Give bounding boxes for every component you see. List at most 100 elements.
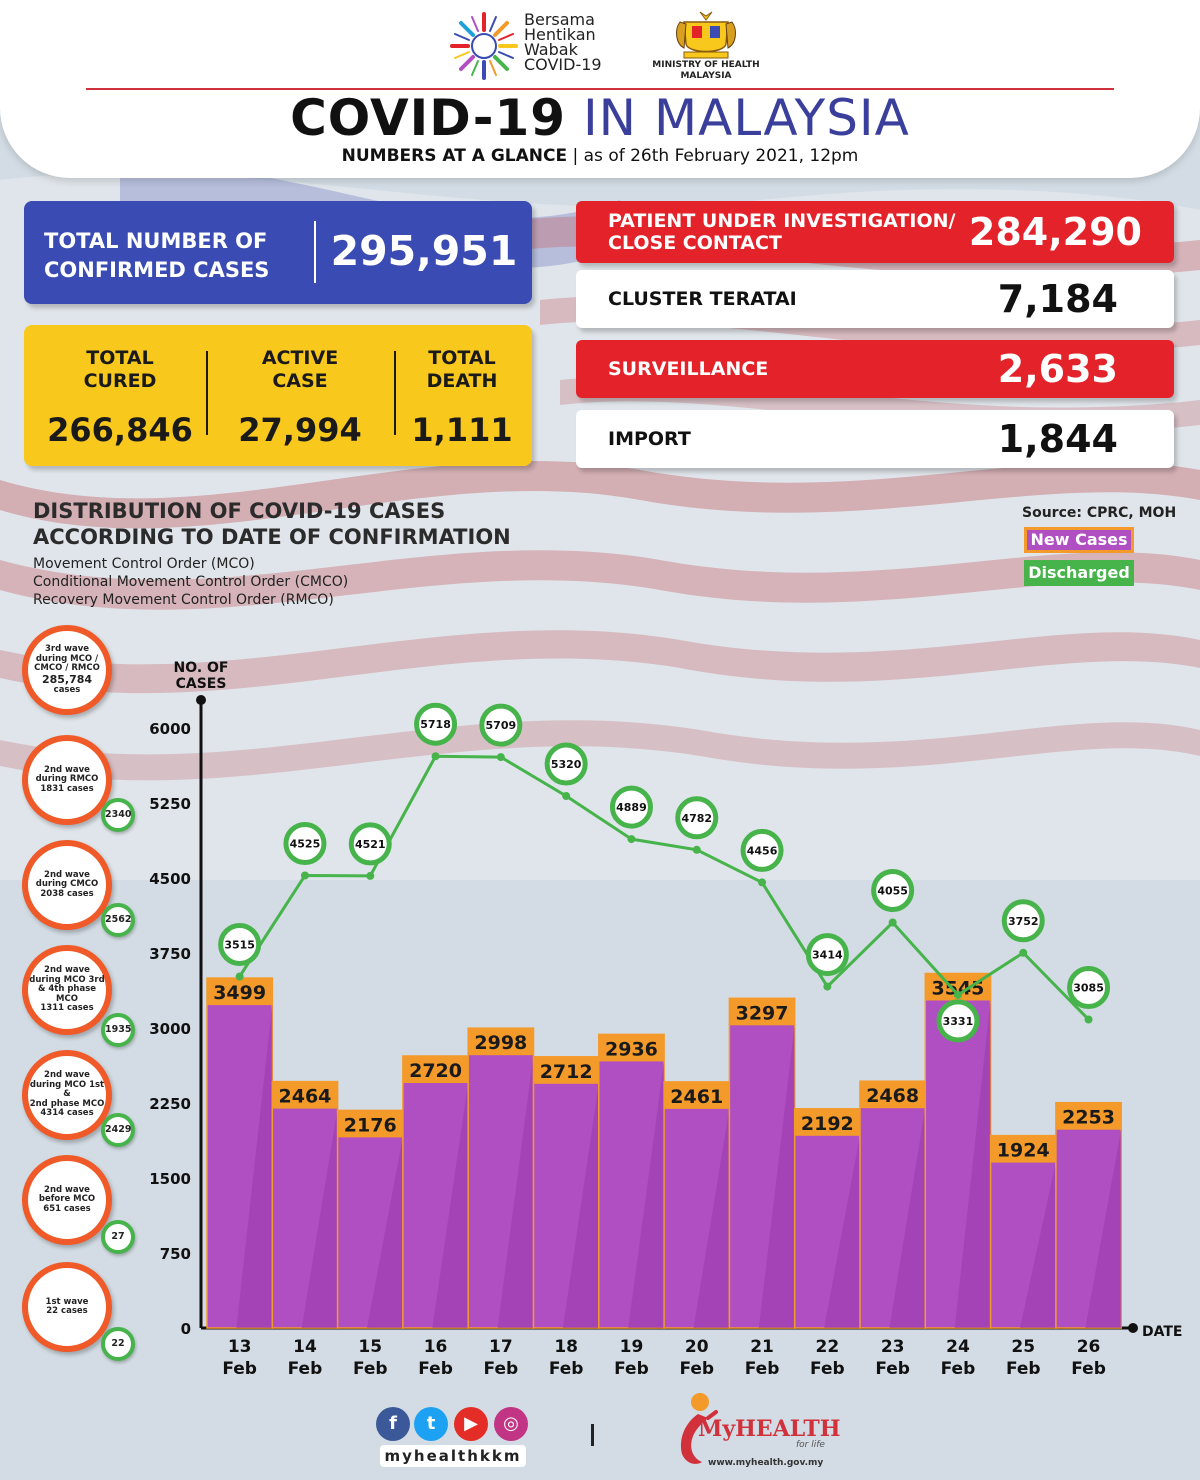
myhealth-logo-icon — [680, 1393, 718, 1464]
wave-text: 1st wave 22 cases — [28, 1268, 106, 1346]
y-tick-label: 1500 — [149, 1170, 191, 1188]
wave-line: CMCO / RMCO — [34, 663, 100, 673]
wave-line: 22 cases — [46, 1306, 88, 1316]
cured-column: TOTAL CURED 266,846 — [34, 347, 206, 449]
wave-line: 3rd wave — [44, 644, 90, 654]
y-tick-label: 6000 — [149, 720, 191, 738]
bar-value-label: 3545 — [932, 978, 985, 1000]
bar-shade — [889, 1107, 926, 1328]
death-label-line: DEATH — [426, 370, 498, 392]
bar-value-label: 2464 — [279, 1086, 332, 1108]
point-value-label: 5709 — [486, 719, 517, 732]
x-tick-label: Feb — [549, 1359, 584, 1379]
header: Bersama Hentikan Wabak COVID-19 MINISTRY… — [0, 0, 1200, 178]
bar-shade — [301, 1107, 338, 1328]
point-value-label: 3515 — [224, 939, 255, 952]
death-column: TOTAL DEATH 1,111 — [398, 347, 526, 449]
bar-shade — [1085, 1128, 1122, 1328]
wave-text: 2nd wave during RMCO 1831 cases — [28, 741, 106, 819]
stat-label-line: CLOSE CONTACT — [608, 232, 782, 254]
x-tick-label: Feb — [679, 1359, 714, 1379]
x-tick-label: Feb — [875, 1359, 910, 1379]
outcome-card: TOTAL CURED 266,846 ACTIVE CASE 27,994 TOT… — [24, 325, 532, 466]
point-discharged — [888, 918, 897, 927]
wave-circle: 2nd wave before MCO 651 cases — [22, 1155, 112, 1245]
bar-shade — [236, 1004, 273, 1328]
ministry-text: MINISTRY OF HEALTH MALAYSIA — [640, 60, 772, 82]
point-label-badge — [479, 703, 523, 747]
bar-shade — [497, 1054, 534, 1328]
wave-discharged-badge: 2340 — [101, 798, 135, 832]
y-tick-label: 3750 — [149, 945, 191, 963]
confirmed-label-line: TOTAL NUMBER OF — [44, 229, 268, 253]
bar-value-label: 2468 — [866, 1085, 919, 1107]
point-label-badge — [218, 923, 262, 966]
title-covid: COVID-19 — [290, 89, 567, 147]
confirmed-cases-label: TOTAL NUMBER OF CONFIRMED CASES — [44, 227, 269, 285]
x-tick-label: Feb — [810, 1359, 845, 1379]
facebook-icon[interactable]: f — [376, 1407, 410, 1441]
wave-discharged-badge: 1935 — [101, 1013, 135, 1047]
bar-shade — [693, 1107, 730, 1328]
bar-label-bg — [207, 978, 273, 1006]
point-discharged — [496, 753, 505, 762]
instagram-icon[interactable]: ◎ — [494, 1407, 528, 1441]
divider — [394, 351, 396, 435]
x-tick-label: Feb — [222, 1359, 257, 1379]
youtube-icon[interactable]: ▶ — [454, 1407, 488, 1441]
bar-label-bg — [860, 1081, 926, 1109]
bar-shade — [628, 1060, 665, 1328]
wave-line: 2nd wave — [44, 1184, 90, 1195]
wave-text: 3rd wave during MCO / CMCO / RMCO 285,784 ca… — [28, 631, 106, 709]
import-card: IMPORT 1,844 — [576, 410, 1174, 468]
wave-circle: 2nd wave during MCO 3rd & 4th phase MCO 131… — [22, 945, 112, 1035]
x-tick-label: Feb — [418, 1359, 453, 1379]
myhealth-url[interactable]: www.myhealth.gov.my — [708, 1458, 824, 1468]
bar-label-bg — [1055, 1102, 1122, 1130]
x-tick-label: Feb — [484, 1359, 519, 1379]
ministry-crest-icon — [676, 11, 736, 59]
bar-label-bg — [337, 1110, 403, 1138]
bar-label-bg — [990, 1135, 1056, 1163]
wave-discharged-badge: 27 — [101, 1220, 135, 1254]
campaign-line: Wabak — [524, 40, 578, 59]
bar-label-bg — [468, 1028, 534, 1056]
wave-circle: 2nd wave during CMCO 2038 cases — [22, 840, 112, 930]
ministry-line: MALAYSIA — [680, 71, 732, 81]
wave-text: 2nd wave during MCO 3rd & 4th phase MCO 131… — [28, 951, 106, 1029]
stat-value: 1,844 — [997, 417, 1118, 461]
bar-value-label: 1924 — [997, 1140, 1050, 1162]
wave-line: 2nd wave — [44, 869, 90, 880]
campaign-line: Hentikan — [524, 25, 596, 44]
y-tick-label: 0 — [181, 1320, 191, 1338]
point-label-badge — [348, 822, 392, 866]
wave-line: 2038 cases — [40, 888, 94, 899]
x-tick-label: 21 — [750, 1337, 774, 1357]
stat-value: 2,633 — [997, 347, 1118, 391]
x-tick-label: Feb — [1006, 1359, 1041, 1379]
chart-subtitle: Movement Control Order (MCO) Conditional… — [33, 555, 348, 609]
surveillance-card: SURVEILLANCE 2,633 — [576, 340, 1174, 398]
bar-value-label: 3499 — [213, 982, 266, 1004]
stat-value: 284,290 — [968, 210, 1142, 254]
campaign-line: Bersama — [524, 10, 595, 29]
x-axis-cap — [1128, 1323, 1138, 1333]
legend-new-cases: New Cases — [1024, 527, 1134, 553]
point-discharged — [627, 835, 636, 844]
x-tick-label: 25 — [1011, 1337, 1035, 1357]
wave-line: 2nd wave — [44, 1070, 90, 1081]
bar-value-label: 2998 — [474, 1032, 527, 1054]
wave-line: 2nd wave — [44, 965, 90, 976]
wave-line: cases — [53, 684, 81, 695]
stat-label: IMPORT — [608, 428, 691, 450]
bar-value-label: 2720 — [409, 1060, 462, 1082]
wave-line: & 4th phase MCO — [37, 984, 97, 1004]
social-handle[interactable]: myhealthkkm — [380, 1445, 526, 1467]
bar-label-bg — [272, 1081, 338, 1109]
stat-label: PATIENT UNDER INVESTIGATION/CLOSE CONTAC… — [608, 201, 955, 263]
wave-line: 4314 cases — [40, 1108, 94, 1119]
wave-line: 1st wave — [45, 1296, 89, 1307]
chart-title-line: ACCORDING TO DATE OF CONFIRMATION — [33, 525, 511, 549]
twitter-icon[interactable]: t — [414, 1407, 448, 1441]
